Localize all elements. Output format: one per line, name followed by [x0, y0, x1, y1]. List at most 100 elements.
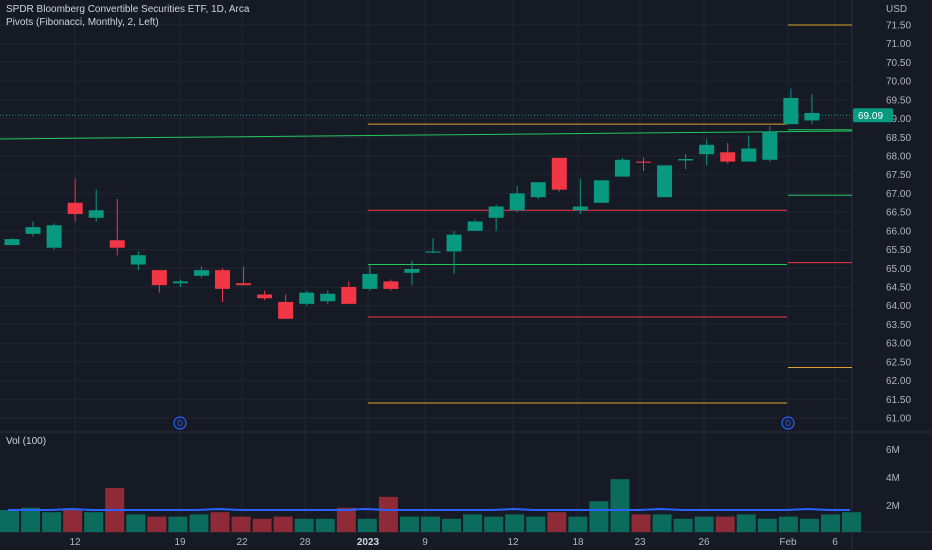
time-tick-label: 2023 — [357, 537, 380, 548]
volume-tick-label: 4M — [886, 473, 900, 484]
volume-bar — [799, 518, 819, 532]
indicator-title[interactable]: Pivots (Fibonacci, Monthly, 2, Left) — [6, 17, 159, 28]
price-tick-label: 69.00 — [886, 114, 911, 125]
chart-legend: SPDR Bloomberg Convertible Securities ET… — [6, 3, 249, 29]
time-axis[interactable]: 12 19 22 28 2023 9 12 18 23 26 Feb 6 — [69, 537, 838, 548]
volume-bar — [126, 514, 146, 532]
time-tick-label: Feb — [779, 537, 797, 548]
time-tick-label: 12 — [69, 537, 81, 548]
candle-body — [593, 180, 609, 203]
candle-body — [383, 281, 399, 289]
volume-bar — [484, 516, 504, 532]
symbol-title[interactable]: SPDR Bloomberg Convertible Securities ET… — [6, 4, 250, 15]
candles — [4, 88, 820, 319]
candle-body — [530, 182, 546, 198]
price-tick-label: 70.00 — [886, 77, 911, 88]
price-tick-label: 64.00 — [886, 301, 911, 312]
candle-body — [4, 239, 20, 246]
volume-bar — [210, 512, 230, 532]
candle-body — [488, 206, 504, 218]
candle-body — [25, 227, 41, 234]
price-tick-label: 62.00 — [886, 376, 911, 387]
volume-bar — [315, 518, 335, 532]
price-tick-label: 70.50 — [886, 58, 911, 69]
price-tick-label: 68.50 — [886, 133, 911, 144]
time-tick-label: 28 — [299, 537, 311, 548]
candle-body — [614, 159, 630, 177]
candle-body — [509, 193, 525, 211]
volume-bar — [189, 514, 209, 532]
price-tick-label: 67.50 — [886, 170, 911, 181]
volume-bar — [294, 518, 314, 532]
volume-bar — [378, 496, 398, 532]
candle-body — [804, 112, 820, 121]
price-axis[interactable]: USD 71.50 71.00 70.50 70.00 69.50 69.00 68.50 68… — [853, 4, 911, 425]
volume-bar — [652, 514, 672, 532]
candle-body — [320, 293, 336, 302]
volume-bar — [399, 516, 419, 532]
volume-bar — [820, 514, 840, 532]
dividend-marker-icon — [781, 416, 795, 430]
volume-bar — [610, 479, 630, 532]
candle-body — [446, 234, 462, 252]
volume-bar — [757, 518, 777, 532]
volume-bar — [526, 516, 546, 532]
volume-bar — [84, 512, 104, 532]
candle-body — [193, 270, 209, 276]
candle-body — [151, 270, 167, 286]
volume-legend[interactable]: Vol (100) — [6, 436, 47, 447]
volume-bar — [631, 514, 651, 532]
dividend-marker-letter: D — [177, 419, 183, 428]
candle-body — [257, 294, 273, 299]
candle-body — [88, 210, 104, 218]
dividend-marker-letter: D — [785, 419, 791, 428]
price-tick-label: 71.00 — [886, 39, 911, 50]
price-tick-label: 61.00 — [886, 414, 911, 425]
volume-bar — [463, 514, 483, 532]
volume-bar — [421, 516, 440, 532]
volume-bar — [0, 510, 19, 532]
volume-bar — [547, 512, 567, 532]
time-tick-label: 22 — [236, 537, 248, 548]
volume-bar — [568, 516, 588, 532]
candle-body — [278, 301, 294, 319]
candle-body — [657, 165, 673, 198]
candle-body — [636, 161, 651, 163]
candle-body — [404, 269, 420, 273]
candle-body — [741, 148, 757, 162]
price-tick-label: 66.50 — [886, 208, 911, 219]
volume-bar — [715, 516, 735, 532]
volume-bar — [231, 516, 251, 532]
candle-body — [762, 131, 778, 160]
price-tick-label: 63.00 — [886, 339, 911, 350]
volume-bar — [842, 512, 861, 532]
volume-bar — [336, 507, 356, 532]
price-tick-label: 67.00 — [886, 189, 911, 200]
volume-axis: 6M 4M 2M — [886, 445, 900, 512]
price-tick-label: 64.50 — [886, 283, 911, 294]
last-price-badge — [853, 108, 893, 123]
pivot-levels — [0, 24, 853, 404]
volume-bar — [589, 501, 609, 532]
candle-body — [551, 157, 567, 190]
price-tick-label: 63.50 — [886, 320, 911, 331]
candle-body — [783, 97, 799, 125]
price-tick-label: 62.50 — [886, 357, 911, 368]
time-tick-label: 6 — [832, 537, 838, 548]
candle-body — [236, 283, 252, 286]
volume-bar — [42, 512, 62, 532]
volume-bar — [505, 514, 525, 532]
price-tick-label: 65.00 — [886, 264, 911, 275]
time-tick-label: 23 — [634, 537, 646, 548]
candle-body — [678, 158, 694, 161]
volume-bar — [442, 518, 462, 532]
volume-bar — [673, 518, 693, 532]
volume-bar — [736, 514, 756, 532]
candle-body — [67, 202, 83, 215]
price-tick-label: 61.50 — [886, 395, 911, 406]
volume-tick-label: 2M — [886, 501, 900, 512]
volume-ma-line — [8, 507, 850, 511]
volume-bar — [778, 516, 798, 532]
